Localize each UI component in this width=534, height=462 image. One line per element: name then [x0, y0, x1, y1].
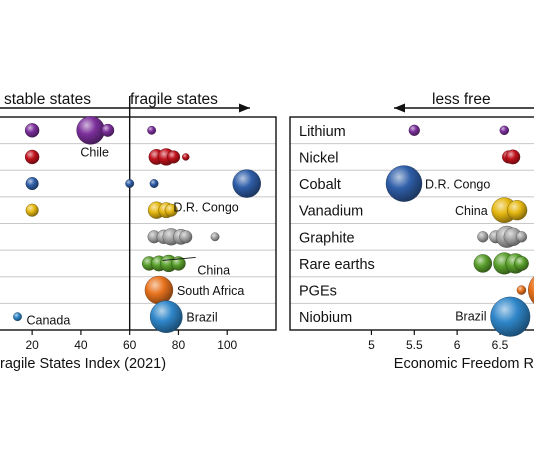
category-label-lithium: Lithium [299, 124, 346, 140]
series-nickel [24, 148, 190, 166]
point-label-d-r-congo: D.R. Congo [425, 178, 490, 192]
point-label-canada: Canada [27, 314, 71, 328]
bubble-graphite [210, 232, 220, 242]
series-lithium [408, 124, 509, 136]
bubble-lithium [499, 125, 509, 136]
bubble-graphite [515, 231, 528, 243]
bubble-lithium [24, 123, 40, 138]
bubble-pges [516, 285, 527, 295]
category-label-niobium: Niobium [299, 310, 352, 326]
x-axis-label: ragile States Index (2021) [0, 356, 166, 372]
bubble-nickel [505, 149, 521, 165]
point-label-china: China [197, 263, 230, 277]
x-tick-label: 40 [74, 338, 88, 352]
series-nickel [502, 149, 521, 165]
series-niobium [490, 296, 531, 337]
bubble-rare-earths [171, 256, 186, 271]
bubble-rare-earths [514, 256, 529, 271]
category-label-rare-earths: Rare earths [299, 257, 375, 273]
x-tick-label: 60 [123, 338, 137, 352]
series-pges [516, 276, 534, 304]
bubble-lithium [147, 125, 157, 135]
x-tick-label: 6 [454, 338, 461, 352]
x-tick-label: 20 [25, 338, 39, 352]
series-graphite [147, 228, 220, 246]
less-free-label: less free [432, 91, 491, 108]
label-leader [162, 256, 196, 261]
series-vanadium [491, 197, 528, 223]
series-rare-earths [141, 254, 186, 273]
bubble-nickel [182, 153, 190, 161]
series-niobium [13, 300, 183, 333]
bubble-cobalt [25, 177, 39, 191]
bubble-niobium [149, 300, 183, 333]
bubble-cobalt [149, 179, 159, 188]
series-cobalt [25, 169, 261, 198]
fragile-states-label: fragile states [130, 91, 218, 108]
stable-states-label: stable states [4, 91, 91, 108]
x-tick-label: 100 [217, 338, 237, 352]
point-label-d-r-congo: D.R. Congo [173, 201, 238, 215]
x-tick-label: 5 [368, 338, 375, 352]
bubble-niobium [13, 312, 22, 322]
bubble-lithium [76, 116, 105, 145]
point-label-brazil: Brazil [455, 310, 486, 324]
bubble-graphite [179, 230, 193, 244]
bubble-niobium [490, 296, 531, 337]
point-label-brazil: Brazil [186, 311, 217, 325]
x-tick-label: 5.5 [406, 338, 423, 352]
series-rare-earths [473, 252, 529, 275]
fragile-states-panel: stable states fragile states 20 40 60 80 100 ra… [0, 91, 277, 372]
point-label-china: China [455, 204, 488, 218]
bubble-pges [528, 276, 534, 304]
bubble-vanadium [164, 203, 178, 217]
x-axis-label: Economic Freedom R [394, 356, 534, 372]
plot-frame [0, 116, 277, 331]
bubble-graphite [477, 231, 489, 243]
less-free-direction-arrow-head [394, 103, 405, 113]
series-vanadium [25, 201, 178, 219]
bubble-vanadium [507, 200, 528, 221]
category-label-vanadium: Vanadium [299, 204, 363, 220]
bubble-cobalt [232, 169, 261, 198]
bubble-nickel [24, 149, 40, 165]
series-cobalt [385, 165, 423, 202]
x-tick-label: 80 [172, 338, 186, 352]
series-pges [144, 275, 174, 305]
bubble-lithium [408, 124, 420, 136]
bubble-rare-earths [473, 254, 493, 273]
x-tick-label: 6.5 [492, 338, 509, 352]
bubble-vanadium [25, 203, 39, 217]
point-label-chile: Chile [80, 145, 109, 159]
bubble-pges [144, 275, 174, 305]
bubble-lithium [101, 123, 115, 137]
category-label-nickel: Nickel [299, 150, 338, 166]
series-lithium [24, 116, 157, 145]
category-label-pges: PGEs [299, 284, 337, 300]
plot-frame [289, 116, 534, 331]
category-label-cobalt: Cobalt [299, 177, 341, 193]
category-label-graphite: Graphite [299, 230, 355, 246]
point-label-south-africa: South Africa [177, 284, 244, 298]
bubble-cobalt [125, 179, 135, 188]
fragile-direction-arrow-head [239, 103, 250, 113]
bubble-cobalt [385, 165, 423, 202]
bubble-nickel [167, 150, 181, 164]
series-graphite [477, 225, 528, 248]
